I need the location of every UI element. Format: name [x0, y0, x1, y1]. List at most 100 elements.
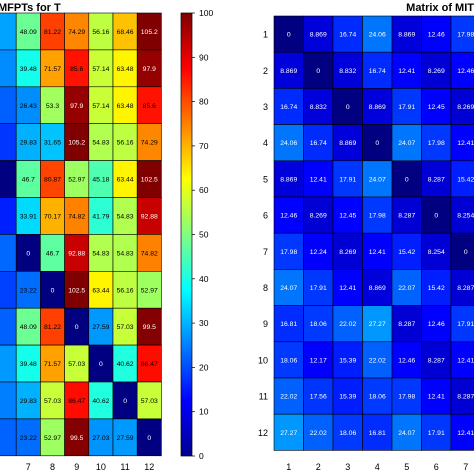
heatmap-cell-label: 8.869 — [339, 140, 356, 147]
heatmap-cell-label: 17.98 — [369, 213, 386, 220]
heatmap-cell — [421, 15, 452, 53]
heatmap-cell-label: 12.41 — [310, 176, 327, 183]
heatmap-cell-label: 81.22 — [44, 29, 61, 36]
heatmap-cell — [15, 381, 41, 420]
right-heatmap-x-ticks: 12345677 — [286, 462, 468, 472]
heatmap-cell-label: 57.14 — [92, 66, 109, 73]
heatmap-cell-label: 12.41 — [428, 394, 445, 401]
x-tick-label: 4 — [375, 462, 380, 472]
heatmap-cell — [88, 381, 114, 420]
heatmap-cell — [450, 232, 474, 270]
heatmap-cell-label: 15.42 — [428, 285, 445, 292]
heatmap-cell — [303, 15, 334, 53]
heatmap-cell — [273, 196, 304, 234]
heatmap-cell — [112, 270, 138, 309]
heatmap-cell — [362, 160, 393, 198]
heatmap-cell — [64, 270, 90, 309]
heatmap-cell-label: 0 — [464, 249, 468, 256]
heatmap-cell — [273, 51, 304, 89]
heatmap-cell-label: 41.79 — [92, 213, 109, 220]
heatmap-cell-label: 0 — [405, 176, 409, 183]
heatmap-cell — [362, 341, 393, 379]
heatmap-cell-label: 17.91 — [339, 176, 356, 183]
heatmap-cell — [0, 197, 17, 235]
heatmap-cell-label: 8.869 — [280, 176, 297, 183]
heatmap-cell-label: 39.48 — [20, 66, 37, 73]
heatmap-cell — [15, 123, 41, 161]
heatmap-cell-label: 92.88 — [68, 250, 85, 257]
heatmap-cell-label: 71.57 — [44, 361, 61, 368]
heatmap-cell-label: 12.46 — [428, 321, 445, 328]
heatmap-cell — [40, 307, 65, 346]
heatmap-cell-label: 8.269 — [428, 68, 445, 75]
heatmap-cell-label: 56.16 — [92, 29, 109, 36]
heatmap-cell-label: 8.869 — [369, 285, 386, 292]
heatmap-cell-label: 17.98 — [280, 249, 297, 256]
x-tick-label: 3 — [345, 462, 350, 472]
heatmap-cell — [332, 160, 363, 198]
heatmap-cell-label: 105.2 — [141, 29, 158, 36]
heatmap-cell-label: 26.43 — [20, 103, 37, 110]
colorbar-gradient — [180, 12, 193, 457]
heatmap-cell-label: 16.81 — [280, 321, 297, 328]
heatmap-cell-label: 16.74 — [339, 32, 356, 39]
heatmap-cell-label: 12.41 — [369, 249, 386, 256]
heatmap-cell-label: 57.14 — [92, 103, 109, 110]
heatmap-cell-label: 22.07 — [398, 285, 415, 292]
heatmap-cell-label: 85.6 — [70, 66, 83, 73]
right-heatmap-panel: Matrix of MIT 0 8.869 16.74 24.06 8.869 12.46… — [258, 2, 474, 472]
heatmap-cell-label: 18.06 — [339, 430, 356, 437]
heatmap-cell — [112, 307, 138, 346]
x-tick-label: 12 — [144, 462, 154, 472]
heatmap-cell — [0, 123, 17, 161]
heatmap-cell-label: 39.48 — [20, 361, 37, 368]
heatmap-cell-label: 29.83 — [20, 140, 37, 147]
heatmap-cell — [136, 270, 162, 309]
y-tick-label: 9 — [263, 319, 268, 329]
heatmap-cell — [88, 270, 114, 309]
heatmap-cell-label: 8.287 — [457, 285, 474, 292]
heatmap-cell-label: 23.22 — [20, 435, 37, 442]
heatmap-cell — [303, 269, 334, 306]
colorbar: 0 10 20 30 40 50 60 70 80 90 100 — [180, 8, 213, 461]
heatmap-cell-label: 8.869 — [369, 104, 386, 111]
heatmap-cell — [391, 232, 422, 270]
heatmap-cell-label: 63.48 — [117, 66, 134, 73]
heatmap-cell — [273, 269, 304, 306]
heatmap-cell — [112, 86, 138, 125]
heatmap-cell — [450, 413, 474, 451]
heatmap-cell-label: 57.03 — [44, 398, 61, 405]
heatmap-cell-label: 54.83 — [117, 213, 134, 220]
y-tick-label: 11 — [259, 392, 268, 402]
right-heatmap-cells: 0 8.869 16.74 24.06 8.869 12.46 17.98 24.07 8.86… — [273, 15, 474, 451]
heatmap-cell — [88, 160, 114, 198]
heatmap-cell-label: 23.22 — [20, 287, 37, 294]
heatmap-cell-label: 0 — [75, 324, 79, 331]
heatmap-cell — [332, 15, 363, 53]
x-tick-label: 8 — [50, 462, 55, 472]
x-tick-label: 10 — [96, 462, 106, 472]
heatmap-cell-label: 56.16 — [117, 287, 134, 294]
heatmap-cell-label: 12.41 — [457, 430, 474, 437]
x-tick-label: 2 — [316, 462, 321, 472]
heatmap-cell-label: 12.46 — [457, 68, 474, 75]
colorbar-tick-label: 70 — [199, 141, 209, 151]
heatmap-cell-label: 33.91 — [20, 213, 37, 220]
heatmap-cell — [64, 12, 90, 51]
heatmap-cell — [0, 307, 17, 346]
colorbar-tick-label: 20 — [199, 362, 209, 372]
heatmap-cell-label: 74.29 — [141, 140, 158, 147]
heatmap-cell-label: 54.83 — [117, 250, 134, 257]
heatmap-cell-label: 0 — [346, 104, 350, 111]
heatmap-cell — [40, 86, 65, 125]
heatmap-cell-label: 8.269 — [310, 213, 327, 220]
heatmap-cell-label: 17.91 — [398, 104, 415, 111]
heatmap-cell-label: 74.29 — [68, 29, 85, 36]
heatmap-cell-label: 92.88 — [141, 213, 158, 220]
heatmap-cell — [88, 49, 114, 88]
colorbar-tick-label: 100 — [199, 8, 213, 18]
heatmap-cell — [136, 123, 162, 161]
heatmap-cell-label: 102.5 — [68, 287, 85, 294]
y-tick-label: 10 — [258, 355, 268, 365]
